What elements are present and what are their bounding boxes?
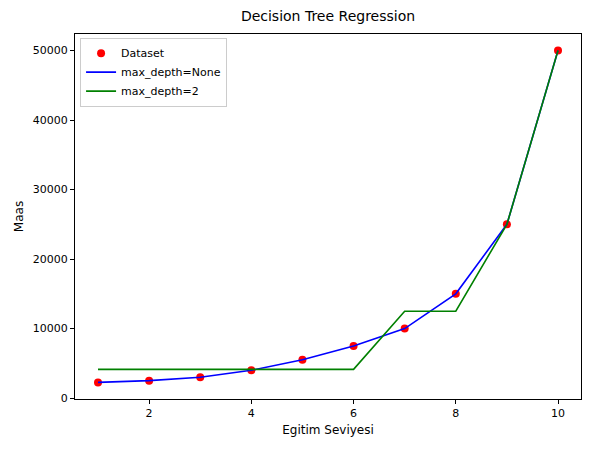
svg-text:Decision Tree Regression: Decision Tree Regression [241, 8, 415, 24]
svg-text:Egitim Seviyesi: Egitim Seviyesi [282, 423, 374, 437]
svg-text:Maas: Maas [12, 201, 26, 232]
svg-text:0: 0 [61, 392, 68, 405]
svg-text:max_depth=2: max_depth=2 [121, 85, 199, 98]
svg-text:30000: 30000 [33, 183, 68, 196]
svg-text:4: 4 [248, 407, 255, 420]
svg-text:Dataset: Dataset [121, 47, 165, 60]
svg-text:20000: 20000 [33, 253, 68, 266]
svg-text:40000: 40000 [33, 114, 68, 127]
svg-text:50000: 50000 [33, 44, 68, 57]
svg-text:max_depth=None: max_depth=None [121, 66, 221, 79]
svg-text:10000: 10000 [33, 322, 68, 335]
svg-text:10: 10 [551, 407, 565, 420]
svg-text:8: 8 [452, 407, 459, 420]
svg-text:2: 2 [146, 407, 153, 420]
svg-text:6: 6 [350, 407, 357, 420]
